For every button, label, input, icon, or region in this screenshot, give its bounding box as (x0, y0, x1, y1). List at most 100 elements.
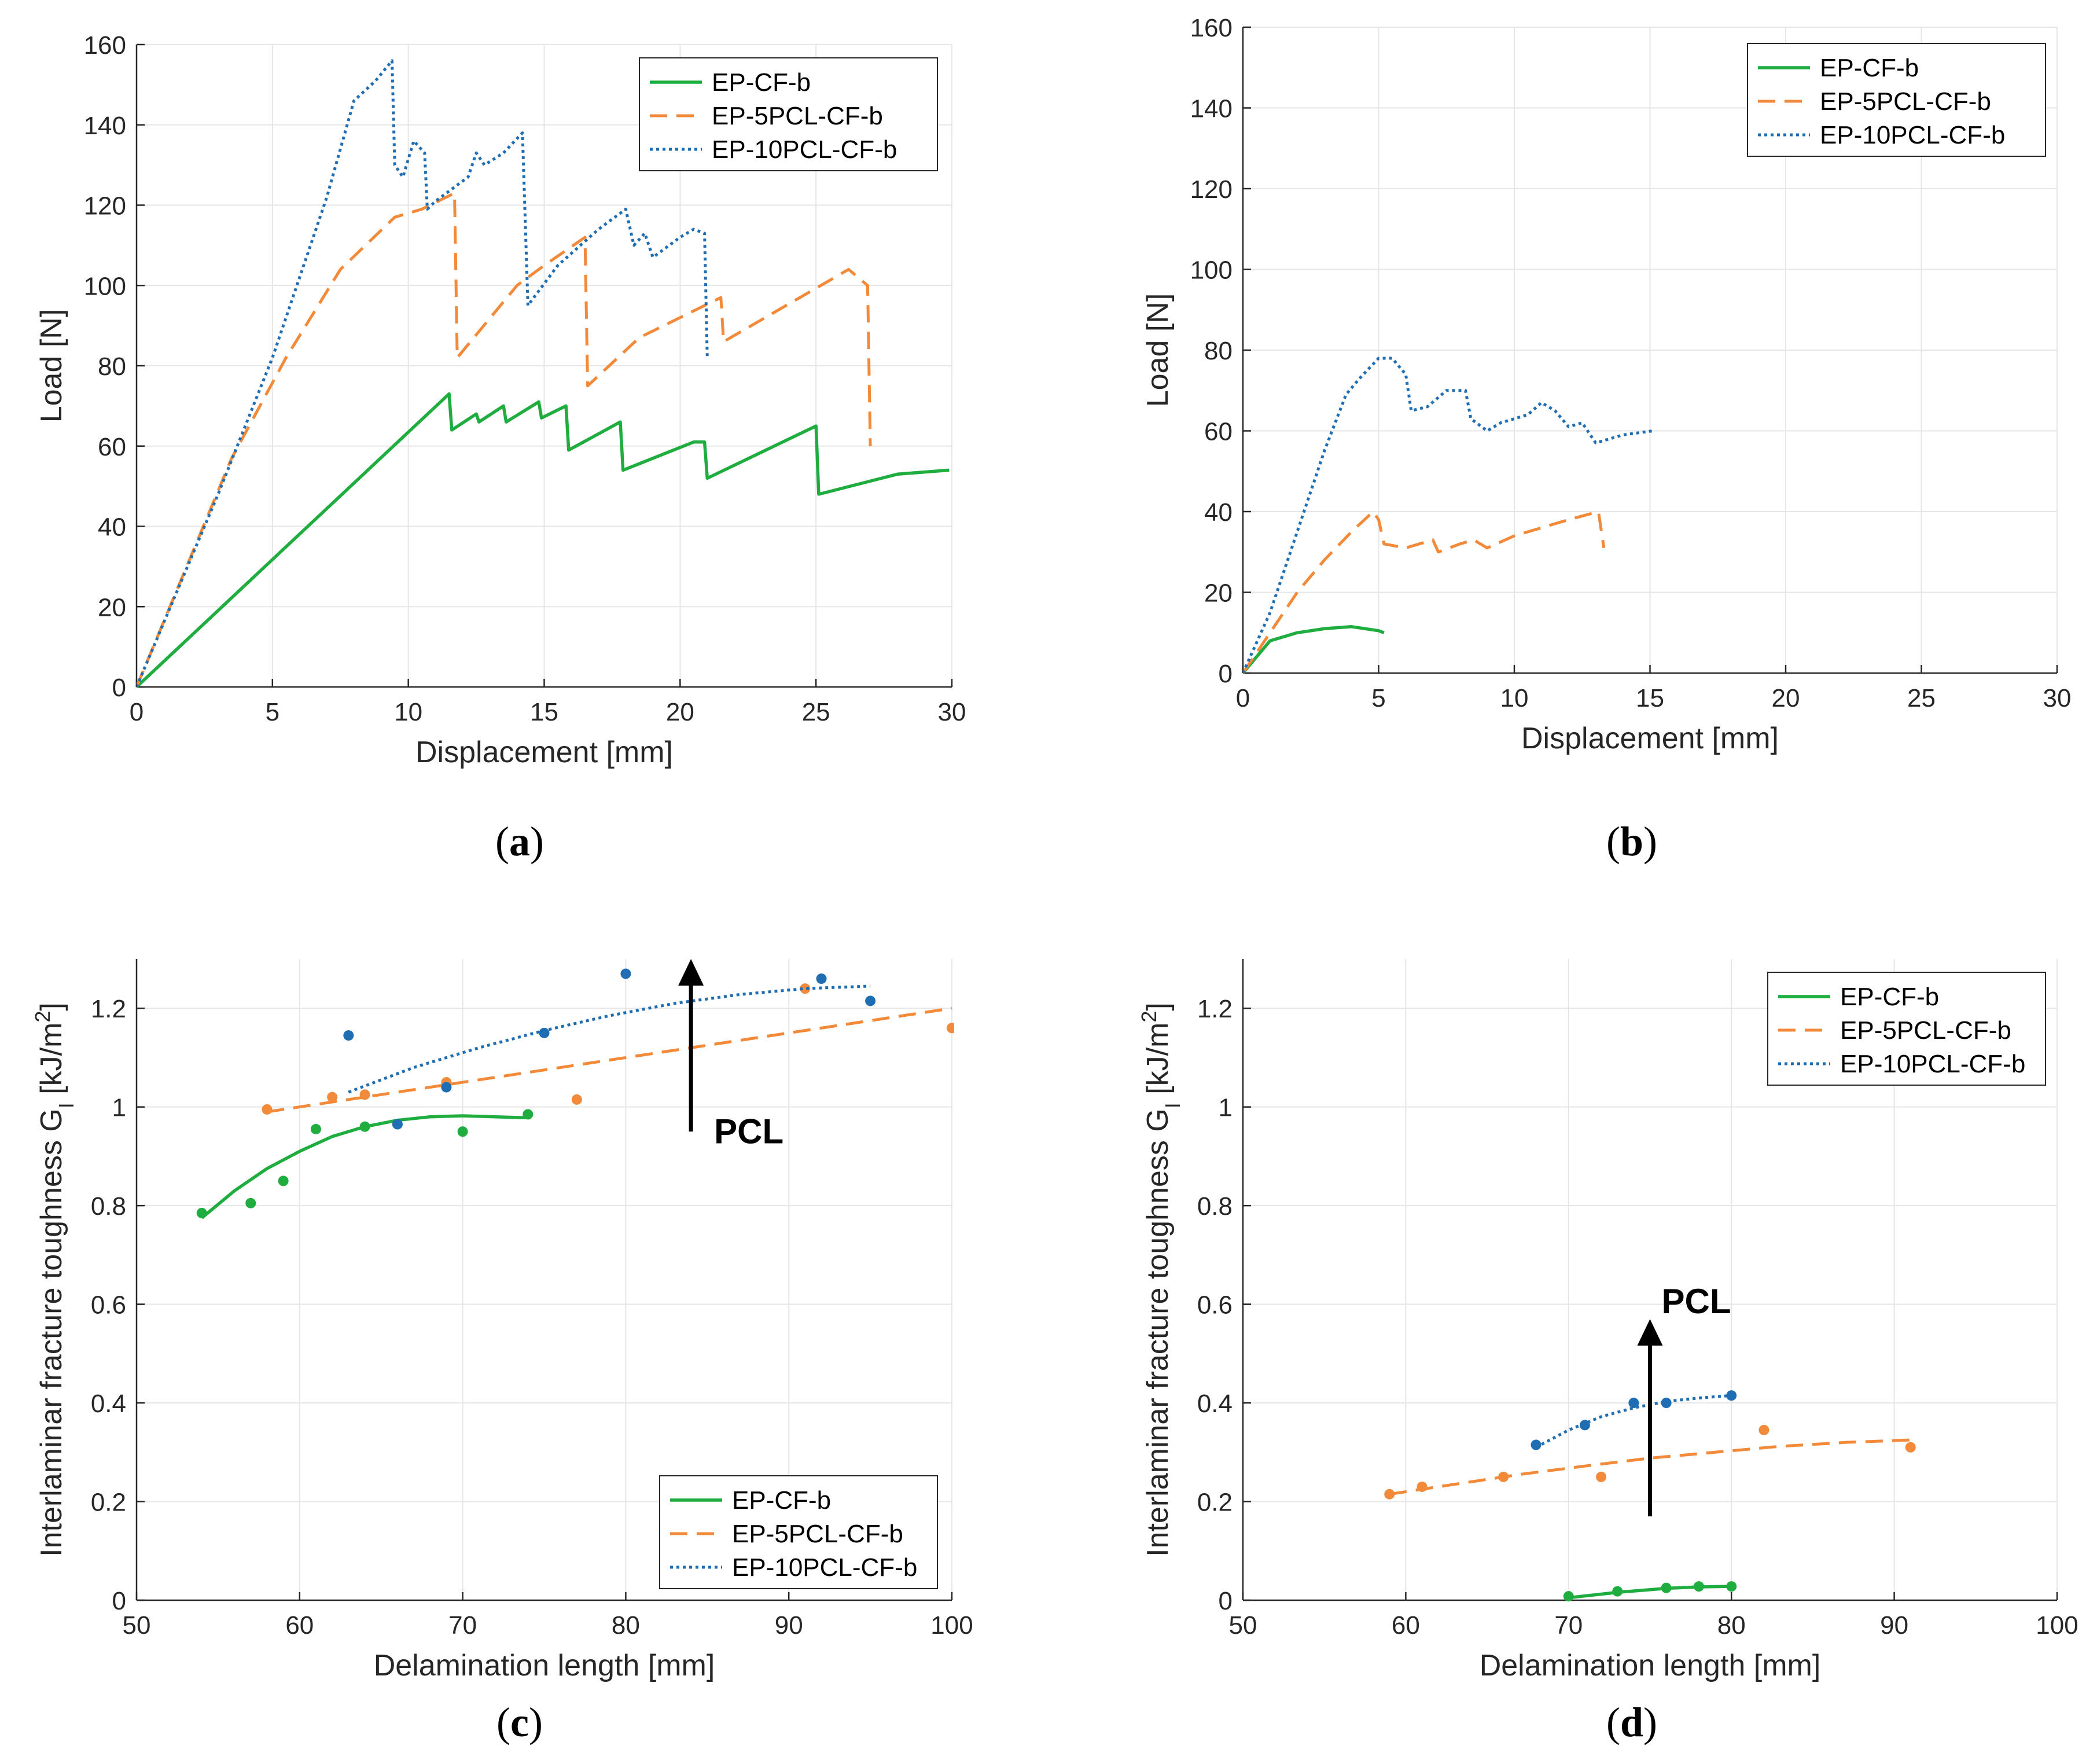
data-point-ep-10pcl-cf-b (816, 973, 827, 984)
data-point-ep-10pcl-cf-b (441, 1082, 452, 1093)
y-tick-label: 0 (112, 1587, 126, 1615)
data-point-ep-5pcl-cf-b (1417, 1481, 1428, 1492)
data-point-ep-cf-b (523, 1109, 534, 1120)
y-tick-label: 120 (1190, 175, 1233, 204)
y-tick-label: 0.6 (1197, 1291, 1233, 1320)
data-point-ep-10pcl-cf-b (620, 968, 631, 979)
x-tick-label: 60 (1392, 1611, 1420, 1640)
y-axis-title: Load [N] (1141, 293, 1175, 407)
legend-label: EP-10PCL-CF-b (1820, 121, 2005, 149)
data-point-ep-cf-b (1661, 1582, 1672, 1593)
legend-label: EP-10PCL-CF-b (1840, 1050, 2025, 1078)
x-tick-label: 5 (1371, 684, 1385, 712)
series-line-ep-10pcl-cf-b (137, 59, 709, 688)
legend: EP-CF-b EP-5PCL-CF-b EP-10PCL-CF-b (1747, 43, 2046, 157)
series-line-ep-10pcl-cf-b (1243, 357, 1653, 674)
x-tick-label: 15 (1636, 684, 1664, 712)
data-point-ep-10pcl-cf-b (865, 995, 876, 1006)
data-point-ep-5pcl-cf-b (800, 983, 811, 994)
data-point-ep-cf-b (196, 1207, 207, 1218)
x-tick-label: 70 (1554, 1611, 1583, 1640)
x-tick-label: 0 (1236, 684, 1250, 712)
y-tick-label: 1.2 (91, 995, 126, 1023)
y-tick-label: 0 (1219, 660, 1233, 688)
x-axis-title: Delamination length [mm] (1480, 1649, 1821, 1682)
legend-label: EP-CF-b (712, 68, 811, 97)
data-point-ep-10pcl-cf-b (392, 1119, 403, 1130)
data-point-ep-10pcl-cf-b (1661, 1398, 1672, 1409)
y-tick-label: 140 (84, 112, 126, 140)
y-axis-title: Interlaminar fracture toughness GI [kJ/m… (1137, 1002, 1184, 1557)
y-tick-label: 0.8 (1197, 1192, 1233, 1221)
data-point-ep-10pcl-cf-b (1579, 1420, 1590, 1431)
y-tick-label: 0.2 (91, 1489, 126, 1517)
data-point-ep-10pcl-cf-b (1628, 1398, 1639, 1409)
x-tick-label: 100 (930, 1611, 973, 1640)
fit-line-ep-10pcl-cf-b (348, 984, 871, 1094)
data-point-ep-10pcl-cf-b (1726, 1390, 1737, 1401)
x-tick-label: 50 (1229, 1611, 1257, 1640)
y-tick-label: 1 (1219, 1094, 1233, 1122)
x-tick-label: 90 (775, 1611, 803, 1640)
panel-b: 0 5 10 15 20 25 30 0 20 40 60 80 100 120 140 160 Displac… (1141, 14, 2071, 865)
x-tick-label: 0 (130, 698, 144, 726)
series-line-ep-cf-b (137, 392, 950, 689)
y-tick-label: 0 (112, 674, 126, 702)
y-tick-label: 120 (84, 192, 126, 220)
y-tick-label: 60 (98, 433, 126, 461)
data-point-ep-5pcl-cf-b (359, 1089, 370, 1100)
y-tick-label: 80 (98, 352, 126, 381)
y-tick-label: 100 (1190, 256, 1233, 285)
pcl-annotation: PCL (1662, 1282, 1731, 1321)
x-tick-label: 15 (530, 698, 558, 726)
y-tick-label: 0.4 (1197, 1390, 1233, 1418)
panel-caption: (d) (1606, 1699, 1657, 1745)
plot-series (1243, 357, 1653, 674)
series-line-ep-cf-b (1243, 625, 1385, 674)
y-tick-label: 0.4 (91, 1390, 126, 1418)
y-axis-title: Load [N] (35, 309, 68, 423)
legend-label: EP-5PCL-CF-b (712, 102, 883, 130)
panel-caption: (a) (495, 818, 544, 865)
x-tick-label: 100 (2036, 1611, 2078, 1640)
y-tick-label: 0.6 (91, 1291, 126, 1320)
series-line-ep-5pcl-cf-b (1243, 510, 1606, 674)
legend-label: EP-10PCL-CF-b (712, 135, 897, 164)
pcl-arrow-head (678, 959, 704, 986)
data-point-ep-cf-b (245, 1197, 256, 1208)
y-tick-label: 1.2 (1197, 995, 1233, 1023)
plot-series (137, 59, 950, 689)
data-point-ep-5pcl-cf-b (1758, 1424, 1769, 1435)
x-tick-label: 10 (1500, 684, 1529, 712)
x-tick-label: 90 (1880, 1611, 1908, 1640)
data-point-ep-10pcl-cf-b (343, 1030, 354, 1041)
y-tick-label: 0 (1219, 1587, 1233, 1615)
y-tick-label: 1 (112, 1094, 126, 1122)
y-tick-label: 0.2 (1197, 1489, 1233, 1517)
x-tick-label: 30 (938, 698, 966, 726)
data-point-ep-cf-b (278, 1175, 289, 1186)
x-tick-label: 20 (666, 698, 694, 726)
data-point-ep-cf-b (359, 1121, 370, 1132)
y-axis-title: Interlaminar fracture toughness GI [kJ/m… (31, 1002, 78, 1557)
x-axis-title: Displacement [mm] (415, 736, 673, 769)
x-tick-label: 20 (1772, 684, 1800, 712)
data-point-ep-5pcl-cf-b (1596, 1471, 1607, 1482)
y-tick-label: 40 (98, 513, 126, 542)
data-point-ep-5pcl-cf-b (1384, 1489, 1395, 1500)
panel-c: 50 60 70 80 90 100 0 0.2 0.4 0.6 0.8 1 1.2 Delaminati… (31, 959, 973, 1745)
data-point-ep-5pcl-cf-b (947, 1023, 954, 1034)
legend: EP-CF-b EP-5PCL-CF-b EP-10PCL-CF-b (659, 1475, 938, 1589)
data-point-ep-5pcl-cf-b (1905, 1442, 1916, 1453)
y-tick-label: 100 (84, 272, 126, 300)
pcl-arrow-head (1637, 1319, 1663, 1346)
y-tick-label: 60 (1204, 418, 1233, 446)
y-tick-label: 20 (1204, 579, 1233, 608)
y-tick-label: 0.8 (91, 1192, 126, 1221)
panel-a: 0 5 10 15 20 25 30 0 20 40 60 80 100 120 140 160 Displac… (35, 31, 966, 865)
x-axis-title: Delamination length [mm] (374, 1649, 715, 1682)
y-tick-label: 140 (1190, 95, 1233, 123)
data-point-ep-cf-b (457, 1126, 468, 1137)
legend-label: EP-CF-b (1840, 983, 1939, 1011)
